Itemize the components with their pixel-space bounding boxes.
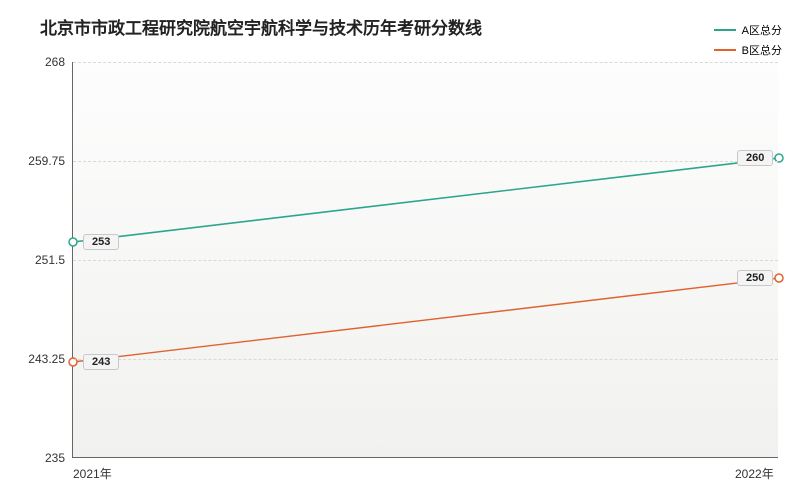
- y-tick-label: 243.25: [28, 352, 73, 366]
- data-point: [775, 274, 783, 282]
- legend-swatch-b: [714, 49, 736, 51]
- value-label: 260: [737, 150, 773, 166]
- series-line: [73, 278, 779, 362]
- legend-label: B区总分: [742, 42, 782, 58]
- grid-line: [73, 161, 778, 162]
- legend-swatch-a: [714, 29, 736, 31]
- value-label: 250: [737, 270, 773, 286]
- data-point: [69, 238, 77, 246]
- series-line: [73, 158, 779, 242]
- grid-line: [73, 359, 778, 360]
- legend-item: B区总分: [714, 42, 782, 58]
- x-tick-label: 2021年: [73, 457, 112, 482]
- x-tick-label: 2022年: [735, 457, 774, 482]
- chart-title: 北京市市政工程研究院航空宇航科学与技术历年考研分数线: [40, 14, 482, 39]
- legend-label: A区总分: [742, 22, 782, 38]
- grid-line: [73, 260, 778, 261]
- value-label: 253: [83, 234, 119, 250]
- plot-area: 235243.25251.5259.752682021年2022年2532602…: [72, 62, 778, 458]
- y-tick-label: 235: [45, 451, 73, 465]
- y-tick-label: 251.5: [35, 253, 73, 267]
- y-tick-label: 268: [45, 55, 73, 69]
- line-chart: 北京市市政工程研究院航空宇航科学与技术历年考研分数线 A区总分 B区总分 235…: [0, 0, 800, 500]
- y-tick-label: 259.75: [28, 154, 73, 168]
- legend: A区总分 B区总分: [714, 22, 782, 62]
- legend-item: A区总分: [714, 22, 782, 38]
- value-label: 243: [83, 354, 119, 370]
- grid-line: [73, 62, 778, 63]
